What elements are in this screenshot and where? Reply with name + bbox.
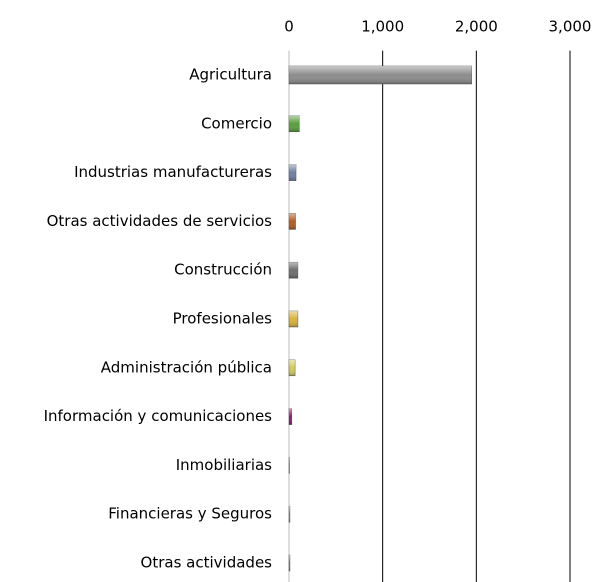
bar-shade xyxy=(289,506,290,523)
x-tick-label: 3,000 xyxy=(549,18,592,36)
x-tick-label: 1,000 xyxy=(361,18,404,36)
y-tick-label: Administración pública xyxy=(101,358,272,376)
bar-shade xyxy=(289,115,300,132)
bar-shade xyxy=(289,262,298,279)
bar-shade xyxy=(289,555,290,571)
bar-shade xyxy=(289,213,296,230)
y-tick-label: Profesionales xyxy=(173,310,273,328)
y-tick-label: Inmobiliarias xyxy=(176,456,272,474)
bar-shade xyxy=(289,359,296,376)
y-tick-label: Otras actividades de servicios xyxy=(47,212,273,230)
y-tick-label: Industrias manufactureras xyxy=(74,163,272,181)
y-tick-label: Información y comunicaciones xyxy=(44,407,273,425)
y-tick-label: Agricultura xyxy=(189,66,272,84)
bar-shade xyxy=(289,408,292,425)
x-tick-label: 0 xyxy=(284,18,294,36)
y-tick-label: Otras actividades xyxy=(141,554,273,572)
x-tick-label: 2,000 xyxy=(455,18,498,36)
bar-shade xyxy=(289,164,297,181)
bar-shade xyxy=(289,311,298,327)
y-tick-label: Comercio xyxy=(201,114,272,132)
y-tick-label: Financieras y Seguros xyxy=(108,505,272,523)
y-tick-label: Construcción xyxy=(174,261,272,279)
bar-shade xyxy=(289,66,472,84)
